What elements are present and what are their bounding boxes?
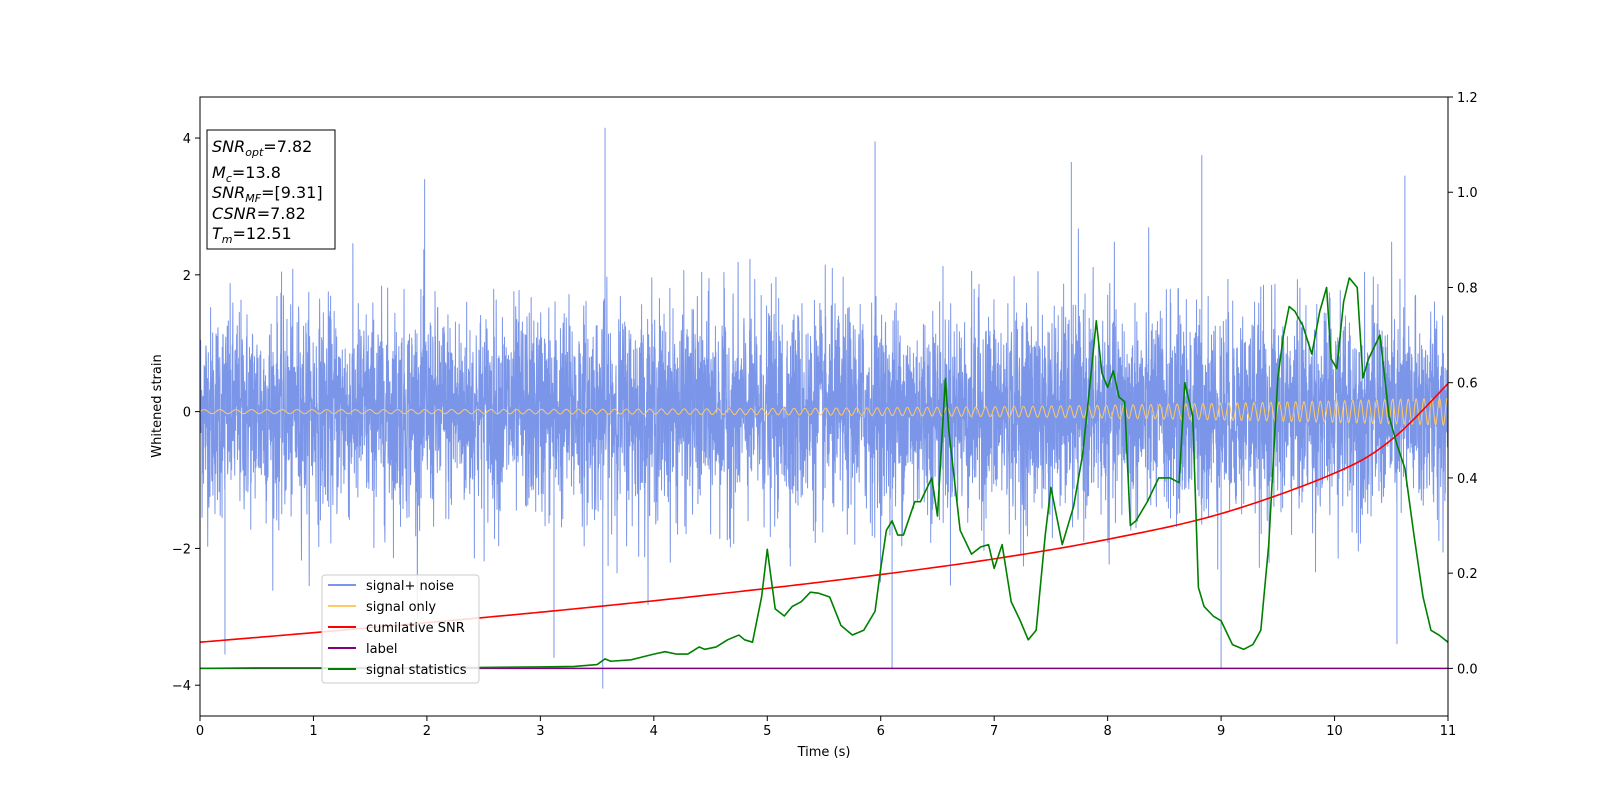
series-signal-only: [200, 396, 1448, 427]
x-tick-label: 5: [763, 724, 771, 739]
legend-label-cumulative-snr: cumilative SNR: [366, 621, 465, 636]
legend-label-label: label: [366, 642, 397, 657]
y-right-tick-label: 0.2: [1457, 567, 1478, 582]
info-csnr: CSNR=7.82: [212, 204, 306, 223]
y-right-tick-label: 1.2: [1457, 91, 1478, 106]
legend-label-signal-only: signal only: [366, 600, 436, 615]
y-right-tick-label: 0.4: [1457, 472, 1478, 487]
series-signal-noise: [200, 127, 1448, 689]
x-tick-label: 7: [990, 724, 998, 739]
info-box: SNRopt=7.82 Mc=13.8 SNRMF=[9.31] CSNR=7.…: [206, 129, 336, 250]
legend-label-signal-noise: signal+ noise: [366, 579, 454, 594]
y-axis-left: −4 −2 0 2 4: [172, 132, 200, 694]
y-axis-label: Whitened strain: [150, 354, 165, 457]
x-tick-label: 3: [536, 724, 544, 739]
x-tick-label: 4: [650, 724, 658, 739]
y-left-tick-label: 2: [183, 269, 191, 284]
info-snr-mf: SNRMF=[9.31]: [212, 183, 323, 205]
x-tick-label: 2: [423, 724, 431, 739]
info-snr-opt: SNRopt=7.82: [212, 137, 312, 159]
x-tick-label: 6: [877, 724, 885, 739]
x-tick-label: 8: [1103, 724, 1111, 739]
x-tick-label: 0: [196, 724, 204, 739]
x-axis: 0 1 2 3 4 5 6 7 8 9 10 11: [196, 716, 1456, 739]
y-left-tick-label: −2: [172, 542, 191, 557]
legend-label-signal-statistics: signal statistics: [366, 663, 467, 678]
y-right-tick-label: 0.0: [1457, 662, 1478, 677]
x-tick-label: 10: [1326, 724, 1343, 739]
y-left-tick-label: 0: [183, 406, 191, 421]
info-mc: Mc=13.8: [212, 163, 281, 185]
y-right-tick-label: 0.8: [1457, 281, 1478, 296]
x-tick-label: 9: [1217, 724, 1225, 739]
x-tick-label: 11: [1440, 724, 1457, 739]
y-axis-right: 0.0 0.2 0.4 0.6 0.8 1.0 1.2: [1448, 91, 1478, 677]
series-signal-statistics: [200, 277, 1448, 670]
y-right-tick-label: 0.6: [1457, 377, 1478, 392]
y-right-tick-label: 1.0: [1457, 186, 1478, 201]
legend: signal+ noise signal only cumilative SNR…: [321, 574, 480, 684]
plot-frame: [199, 96, 1449, 717]
info-box-frame: [206, 129, 336, 250]
x-tick-label: 1: [309, 724, 317, 739]
x-axis-label: Time (s): [797, 745, 851, 760]
legend-frame: [321, 574, 480, 684]
y-left-tick-label: −4: [172, 679, 191, 694]
y-left-tick-label: 4: [183, 132, 191, 147]
info-tm: Tm=12.51: [212, 224, 292, 246]
